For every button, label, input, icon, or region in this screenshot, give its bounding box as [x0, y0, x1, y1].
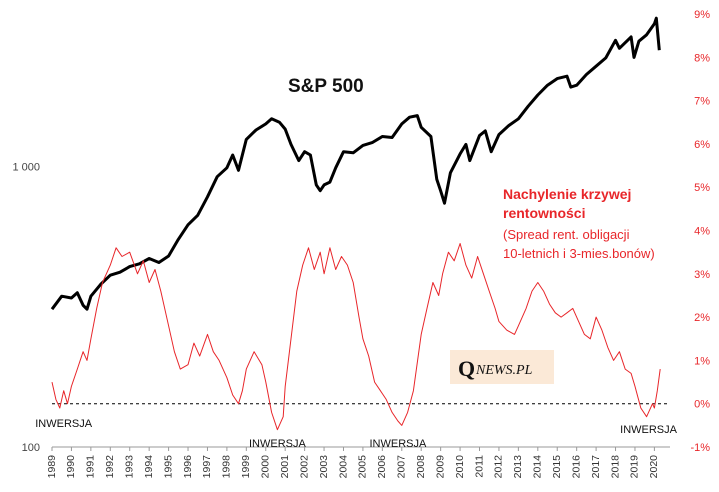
spread-title-line2: rentowności [503, 205, 585, 221]
logo-text: NEWS.PL [475, 363, 533, 378]
x-tick-label: 2000 [260, 455, 272, 479]
x-tick-label: 2017 [590, 455, 602, 479]
x-tick-label: 2005 [357, 455, 369, 479]
x-tick-label: 2001 [279, 455, 291, 479]
x-tick-label: 2004 [337, 455, 349, 479]
x-tick-label: 2003 [318, 455, 330, 479]
left-tick-label: 1 000 [12, 162, 40, 174]
right-tick-label: 3% [694, 269, 710, 281]
qnews-logo: Q NEWS.PL [450, 350, 554, 384]
x-tick-label: 2013 [512, 455, 524, 479]
right-tick-label: 1% [694, 355, 710, 367]
x-tick-label: 1997 [201, 455, 213, 479]
x-tick-label: 2002 [298, 455, 310, 479]
right-tick-label: 9% [694, 9, 710, 21]
spread-note-line1: (Spread rent. obligacji [503, 227, 630, 242]
inversion-label: INWERSJA [620, 424, 678, 436]
x-tick-label: 1999 [240, 455, 252, 479]
inversion-label: INWERSJA [35, 418, 93, 430]
spread-title-line1: Nachylenie krzywej [503, 186, 631, 202]
x-tick-label: 1990 [65, 455, 77, 479]
x-tick-label: 2016 [570, 455, 582, 479]
x-tick-label: 2014 [532, 455, 544, 479]
x-tick-label: 1992 [104, 455, 116, 479]
x-tick-label: 2012 [493, 455, 505, 479]
right-tick-label: 0% [694, 399, 710, 411]
x-axis: 1989 1990 1991 1992 1993 1994 1995 1996 1997 1998… [46, 446, 670, 479]
series-group [50, 16, 661, 431]
x-tick-label: 1989 [46, 455, 58, 479]
x-tick-label: 2011 [473, 455, 485, 478]
right-axis: 9% 8% 7% 6% 5% 4% 3% 2% 1% 0% -1% [690, 9, 710, 454]
logo-background [450, 350, 554, 384]
right-tick-label: 5% [694, 182, 710, 194]
logo-q: Q [458, 356, 475, 381]
chart-title: S&P 500 [288, 76, 364, 97]
right-tick-label: 8% [694, 52, 710, 64]
sp500-line [50, 16, 661, 311]
x-tick-label: 1995 [162, 455, 174, 479]
inversion-label: INWERSJA [249, 438, 307, 450]
x-tick-label: 2008 [415, 455, 427, 479]
x-tick-label: 1991 [85, 455, 97, 479]
x-tick-label: 2019 [629, 455, 641, 479]
x-tick-label: 2006 [376, 455, 388, 479]
x-tick-label: 2007 [396, 455, 408, 479]
yield-spread-line [51, 243, 661, 431]
spread-note-line2: 10-letnich i 3-mies.bonów) [503, 246, 655, 261]
left-axis: 100 1 000 [12, 162, 40, 454]
right-tick-label: 6% [694, 139, 710, 151]
right-tick-label: -1% [690, 442, 710, 454]
inversion-labels: INWERSJA INWERSJA INWERSJA INWERSJA [35, 418, 677, 450]
x-tick-label: 1994 [143, 455, 155, 479]
x-tick-label: 2010 [454, 455, 466, 479]
right-tick-label: 2% [694, 312, 710, 324]
x-tick-label: 2018 [609, 455, 621, 479]
x-tick-label: 1998 [221, 455, 233, 479]
inversion-label: INWERSJA [369, 438, 427, 450]
right-tick-label: 7% [694, 96, 710, 108]
x-tick-label: 2015 [551, 455, 563, 479]
left-tick-label: 100 [22, 442, 40, 454]
x-tick-label: 1993 [124, 455, 136, 479]
x-tick-label: 2020 [648, 455, 660, 479]
x-tick-label: 2009 [434, 455, 446, 479]
x-tick-label: 1996 [182, 455, 194, 479]
right-tick-label: 4% [694, 226, 710, 238]
